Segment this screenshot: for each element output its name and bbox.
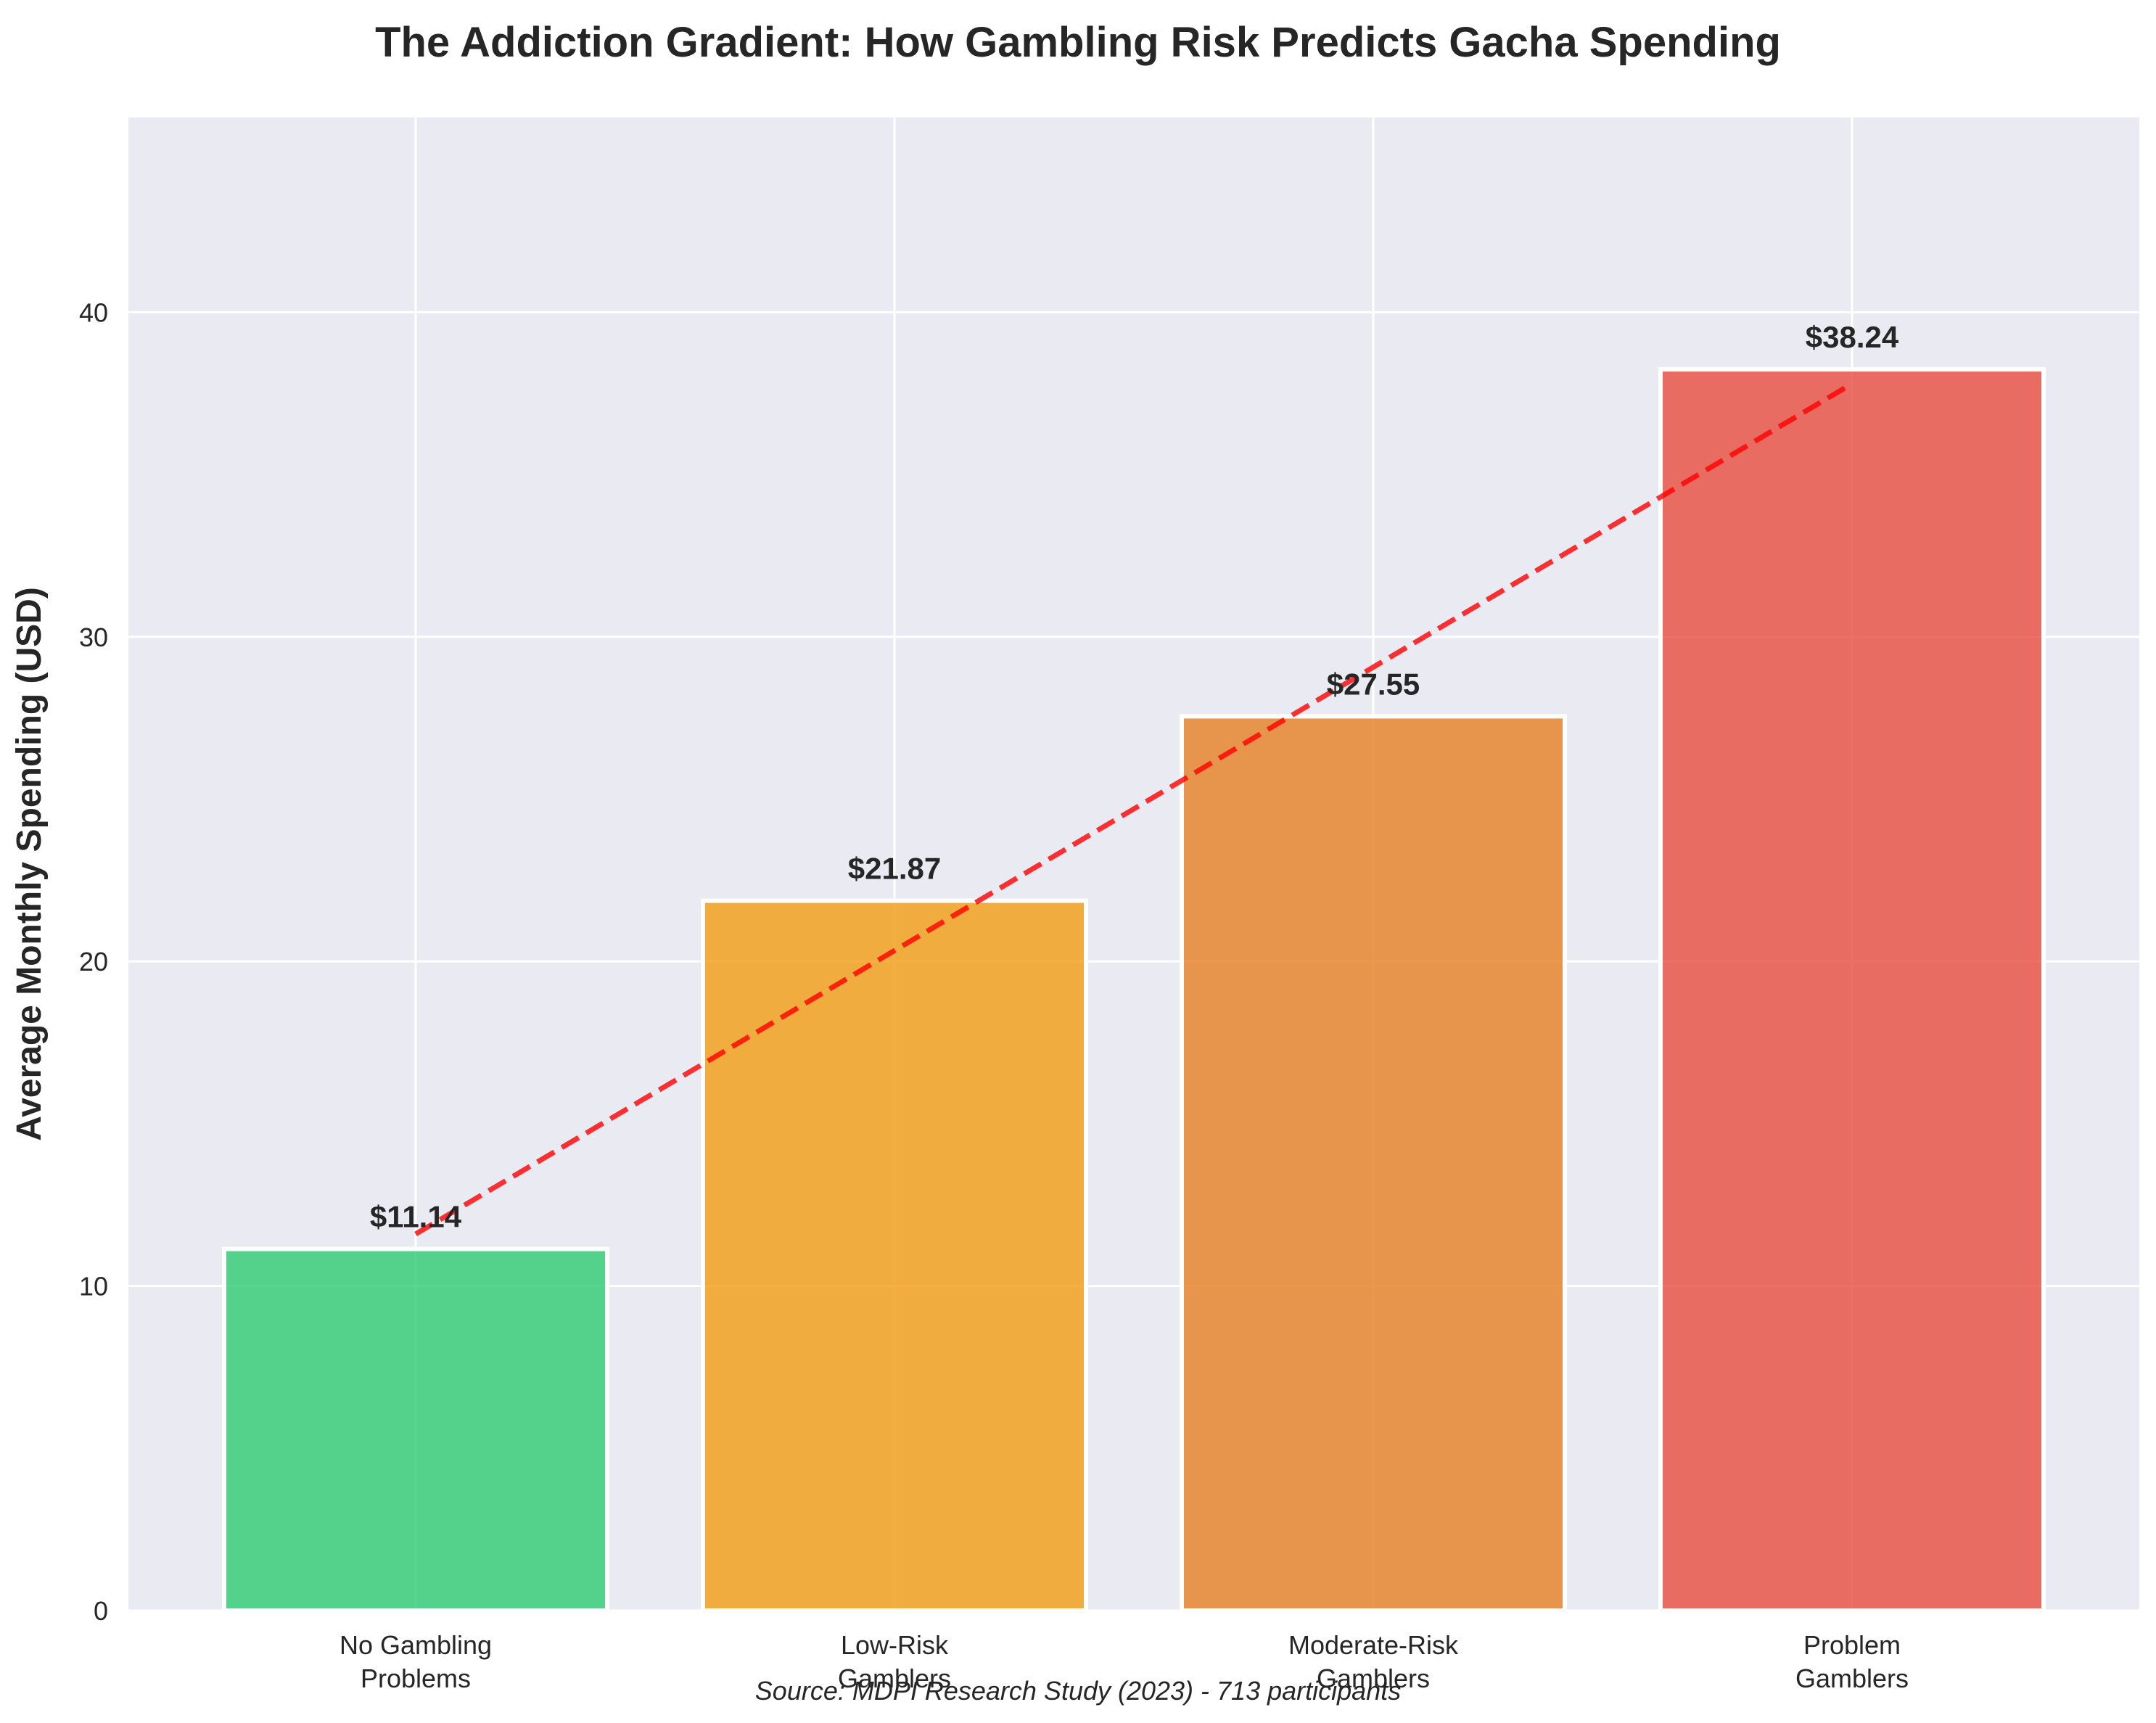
bar-value-label: $21.87 [848,852,941,886]
trend-line-group [414,381,1853,1237]
source-note: Source: MDPI Research Study (2023) - 713… [755,1676,1401,1706]
bar [701,898,1088,1613]
y-tick-label: 30 [79,622,108,652]
x-tick-label: Moderate-Risk Gamblers [1288,1630,1459,1693]
y-axis-label: Average Monthly Spending (USD) [10,587,49,1141]
y-axis-ticks: 0 10 20 30 40 [79,297,108,1626]
x-tick-label: Low-Risk Gamblers [838,1630,951,1693]
x-tick-label-line: Moderate-Risk [1288,1630,1459,1660]
y-tick-label: 40 [79,297,108,327]
value-labels: $11.14 $21.87 $27.55 $38.24 [370,320,1899,1233]
x-tick-label: No Gambling Problems [340,1630,492,1693]
bar [222,1246,609,1613]
x-tick-label-line: Problem [1803,1630,1901,1660]
x-tick-label-line: Gamblers [1795,1664,1909,1693]
y-tick-label: 20 [79,947,108,976]
bar [1658,367,2046,1613]
x-tick-label-line: Gamblers [838,1664,951,1693]
x-tick-label: Problem Gamblers [1795,1630,1909,1693]
chart-title: The Addiction Gradient: How Gambling Ris… [375,19,1781,66]
bars [222,367,2046,1613]
x-tick-label-line: Problems [361,1664,471,1693]
bar-value-label: $27.55 [1327,667,1420,701]
trend-line [414,381,1853,1237]
x-tick-label-line: Gamblers [1317,1664,1430,1693]
bar [1180,714,1567,1613]
bar-value-label: $38.24 [1806,320,1899,354]
x-tick-label-line: Low-Risk [841,1630,949,1660]
y-tick-label: 10 [79,1272,108,1301]
y-tick-label: 0 [94,1596,108,1626]
bar-value-label: $11.14 [370,1200,462,1234]
x-tick-label-line: No Gambling [340,1630,492,1660]
